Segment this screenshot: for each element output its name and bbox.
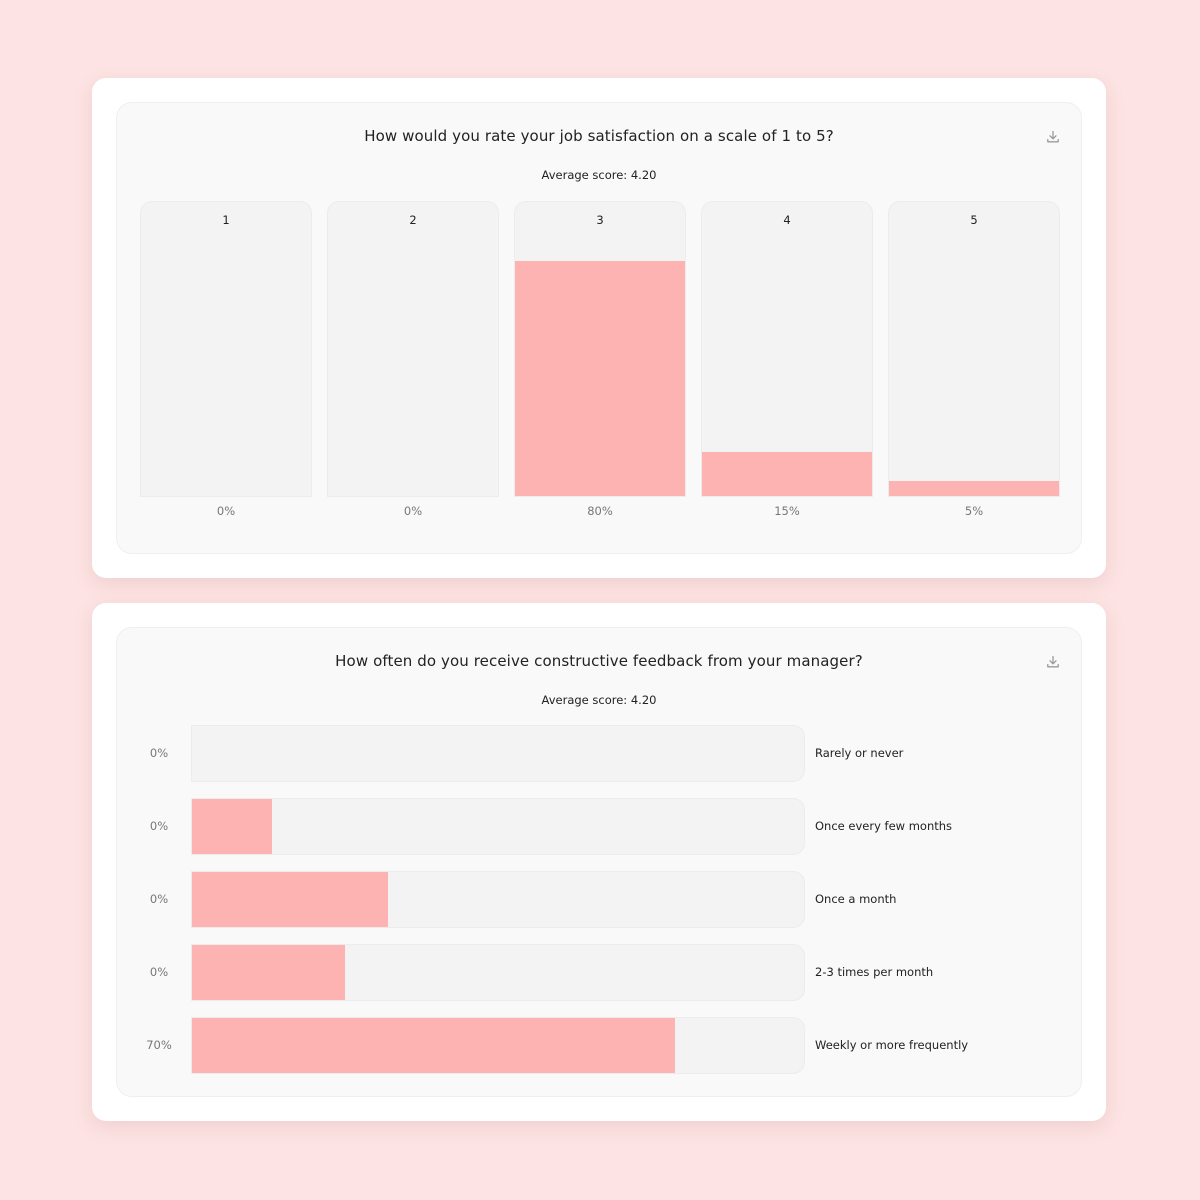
average-score: Average score: 4.20 [541,693,657,707]
bar-track [191,725,805,782]
value-label: 0% [403,504,423,518]
rating-column-3: 3 80% [514,201,686,518]
bar-track: 5 [888,201,1060,497]
bar-track: 3 [514,201,686,497]
category-label: 2 [409,213,417,227]
answer-row: 0% Once every few months [117,798,1081,855]
question-card-manager-feedback: How often do you receive constructive fe… [92,603,1106,1121]
bar-track: 1 [140,201,312,497]
download-icon[interactable] [1045,654,1061,670]
category-label: 3 [596,213,604,227]
bar-track: 4 [701,201,873,497]
question-title: How often do you receive constructive fe… [335,652,863,670]
category-label: Once a month [815,892,897,906]
download-icon[interactable] [1045,129,1061,145]
rating-column-5: 5 5% [888,201,1060,518]
value-label: 0% [149,819,169,833]
bar-track [191,944,805,1001]
question-card-job-satisfaction: How would you rate your job satisfaction… [92,78,1106,578]
value-label: 0% [216,504,236,518]
rating-column-1: 1 0% [140,201,312,518]
answer-row: 70% Weekly or more frequently [117,1017,1081,1074]
question-title: How would you rate your job satisfaction… [364,127,834,145]
bar [889,481,1059,496]
answer-row: 0% 2-3 times per month [117,944,1081,1001]
value-label: 0% [149,746,169,760]
category-label: Weekly or more frequently [815,1038,969,1052]
bar [192,945,345,1000]
bar-track [191,871,805,928]
rating-column-4: 4 15% [701,201,873,518]
value-label: 5% [964,504,984,518]
answer-row: 0% Once a month [117,871,1081,928]
value-label: 70% [146,1038,172,1052]
category-label: 5 [970,213,978,227]
bar [192,872,388,927]
value-label: 80% [587,504,613,518]
bar [192,1018,676,1073]
bar [515,260,685,496]
value-label: 0% [149,965,169,979]
value-label: 0% [149,892,169,906]
category-label: Once every few months [815,819,953,833]
category-label: Rarely or never [815,746,904,760]
average-score: Average score: 4.20 [541,168,657,182]
value-label: 15% [774,504,800,518]
answer-row: 0% Rarely or never [117,725,1081,782]
bar-track [191,1017,805,1074]
chart-panel: How often do you receive constructive fe… [116,627,1082,1097]
bar [702,451,872,496]
rating-column-2: 2 0% [327,201,499,518]
chart-panel: How would you rate your job satisfaction… [116,102,1082,554]
bar-track [191,798,805,855]
category-label: 4 [783,213,791,227]
category-label: 2-3 times per month [815,965,934,979]
bar [192,799,272,854]
bar-track: 2 [327,201,499,497]
category-label: 1 [222,213,230,227]
